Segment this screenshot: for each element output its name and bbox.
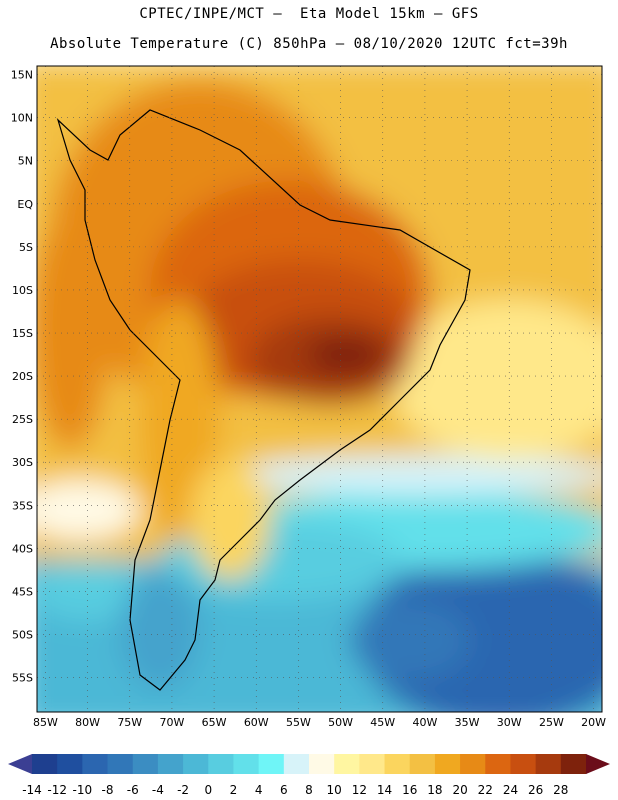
- temperature-map: 15N 10N 5N EQ 5S 10S 15S 20S 25S 30S 35S 40S 45S 50S 5…: [11, 65, 606, 729]
- lon-label: 65W: [202, 716, 227, 729]
- colorbar-over-arrow: [586, 754, 610, 774]
- lat-label: 5N: [18, 155, 33, 168]
- lon-label: 60W: [244, 716, 269, 729]
- colorbar-label: 8: [305, 783, 313, 797]
- lat-label: 35S: [12, 499, 33, 512]
- lon-label: 20W: [581, 716, 606, 729]
- colorbar-swatch: [258, 754, 285, 774]
- colorbar-swatch: [409, 754, 436, 774]
- colorbar-swatch: [32, 754, 58, 774]
- colorbar-label: 28: [553, 783, 568, 797]
- lat-label: 30S: [12, 456, 33, 469]
- colorbar-swatch: [560, 754, 587, 774]
- colorbar-label: -10: [73, 783, 93, 797]
- colorbar-label: -2: [177, 783, 189, 797]
- lat-label: 50S: [12, 628, 33, 641]
- lat-label: 15S: [12, 327, 33, 340]
- lat-label: EQ: [17, 198, 33, 211]
- colorbar-label: 14: [377, 783, 392, 797]
- lon-label: 75W: [117, 716, 142, 729]
- colorbar-swatch: [132, 754, 159, 774]
- lon-label: 50W: [328, 716, 353, 729]
- title-line-2: Absolute Temperature (C) 850hPa – 08/10/…: [50, 36, 568, 52]
- lon-label: 25W: [539, 716, 564, 729]
- colorbar-label: 26: [528, 783, 543, 797]
- colorbar-swatch: [208, 754, 234, 774]
- colorbar-under-arrow: [8, 754, 32, 774]
- colorbar-swatch: [510, 754, 537, 774]
- title-line-1: CPTEC/INPE/MCT – Eta Model 15km – GFS: [139, 6, 479, 22]
- colorbar-label: 16: [402, 783, 417, 797]
- colorbar-swatch: [485, 754, 511, 774]
- colorbar-swatch: [82, 754, 109, 774]
- colorbar-label: -6: [127, 783, 139, 797]
- colorbar-label: 6: [280, 783, 288, 797]
- colorbar-label: 20: [452, 783, 467, 797]
- longitude-labels: 85W 80W 75W 70W 65W 60W 55W 50W 45W 40W 35W 30W 25W 2…: [33, 716, 606, 729]
- colorbar-label: 0: [204, 783, 212, 797]
- lat-label: 40S: [12, 542, 33, 555]
- lon-label: 40W: [412, 716, 437, 729]
- colorbar-swatch: [359, 754, 386, 774]
- lat-label: 10N: [11, 112, 33, 125]
- lon-label: 55W: [286, 716, 311, 729]
- colorbar-label: 22: [478, 783, 493, 797]
- colorbar-label: 2: [230, 783, 238, 797]
- colorbar-label: 4: [255, 783, 263, 797]
- lon-label: 80W: [75, 716, 100, 729]
- colorbar: -14 -12 -10 -8 -6 -4 -2 0 2 4 6 8 10 12 14 16 18 20 22 24 26…: [8, 754, 610, 797]
- lon-label: 45W: [370, 716, 395, 729]
- lat-label: 45S: [12, 585, 33, 598]
- colorbar-label: -12: [47, 783, 67, 797]
- lat-label: 5S: [19, 241, 33, 254]
- gridlines: [37, 66, 602, 712]
- lon-label: 70W: [159, 716, 184, 729]
- colorbar-swatch: [434, 754, 461, 774]
- colorbar-swatch: [57, 754, 83, 774]
- colorbar-swatch: [233, 754, 260, 774]
- colorbar-label: -14: [22, 783, 42, 797]
- colorbar-swatch: [334, 754, 360, 774]
- colorbar-swatch: [309, 754, 335, 774]
- colorbar-swatch: [283, 754, 310, 774]
- colorbar-label: 24: [503, 783, 518, 797]
- coastline: [56, 109, 471, 691]
- colorbar-label: -8: [102, 783, 114, 797]
- colorbar-label: 18: [427, 783, 442, 797]
- colorbar-label: 12: [352, 783, 367, 797]
- lat-label: 25S: [12, 413, 33, 426]
- colorbar-swatch: [183, 754, 209, 774]
- colorbar-swatch: [535, 754, 562, 774]
- lat-label: 55S: [12, 672, 33, 685]
- lat-label: 10S: [12, 284, 33, 297]
- colorbar-label: 10: [327, 783, 342, 797]
- colorbar-swatch: [107, 754, 134, 774]
- lat-label: 15N: [11, 69, 33, 82]
- colorbar-swatch: [384, 754, 411, 774]
- lon-label: 35W: [455, 716, 480, 729]
- lon-label: 85W: [33, 716, 58, 729]
- latitude-labels: 15N 10N 5N EQ 5S 10S 15S 20S 25S 30S 35S 40S 45S 50S 5…: [11, 69, 34, 685]
- lat-label: 20S: [12, 370, 33, 383]
- colorbar-swatch: [157, 754, 184, 774]
- colorbar-label: -4: [152, 783, 164, 797]
- map-frame: [36, 65, 603, 713]
- lon-label: 30W: [497, 716, 522, 729]
- colorbar-swatch: [460, 754, 486, 774]
